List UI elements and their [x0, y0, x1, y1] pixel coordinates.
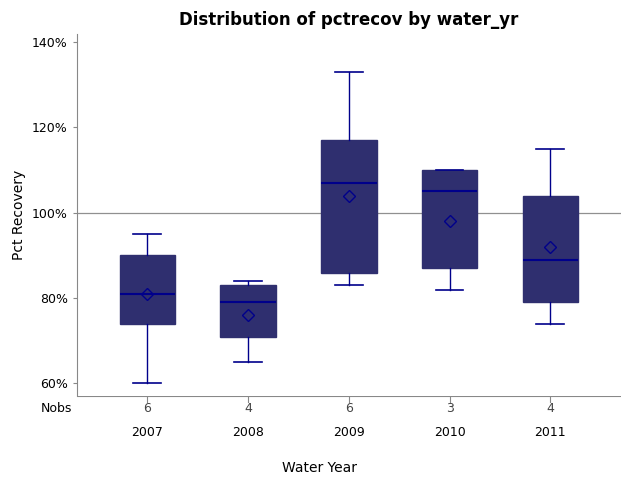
Text: 4: 4: [244, 402, 252, 416]
Text: 4: 4: [547, 402, 554, 416]
PathPatch shape: [321, 140, 376, 273]
Title: Distribution of pctrecov by water_yr: Distribution of pctrecov by water_yr: [179, 11, 518, 29]
Text: 6: 6: [143, 402, 151, 416]
PathPatch shape: [120, 255, 175, 324]
Text: 6: 6: [345, 402, 353, 416]
Text: Water Year: Water Year: [282, 461, 358, 475]
PathPatch shape: [220, 285, 276, 336]
Text: 2009: 2009: [333, 426, 365, 439]
Text: 3: 3: [445, 402, 454, 416]
Text: 2008: 2008: [232, 426, 264, 439]
Y-axis label: Pct Recovery: Pct Recovery: [12, 170, 26, 260]
PathPatch shape: [523, 196, 578, 302]
Text: Nobs: Nobs: [40, 402, 72, 416]
Text: 2011: 2011: [534, 426, 566, 439]
Text: 2010: 2010: [434, 426, 465, 439]
PathPatch shape: [422, 170, 477, 268]
Text: 2007: 2007: [131, 426, 163, 439]
